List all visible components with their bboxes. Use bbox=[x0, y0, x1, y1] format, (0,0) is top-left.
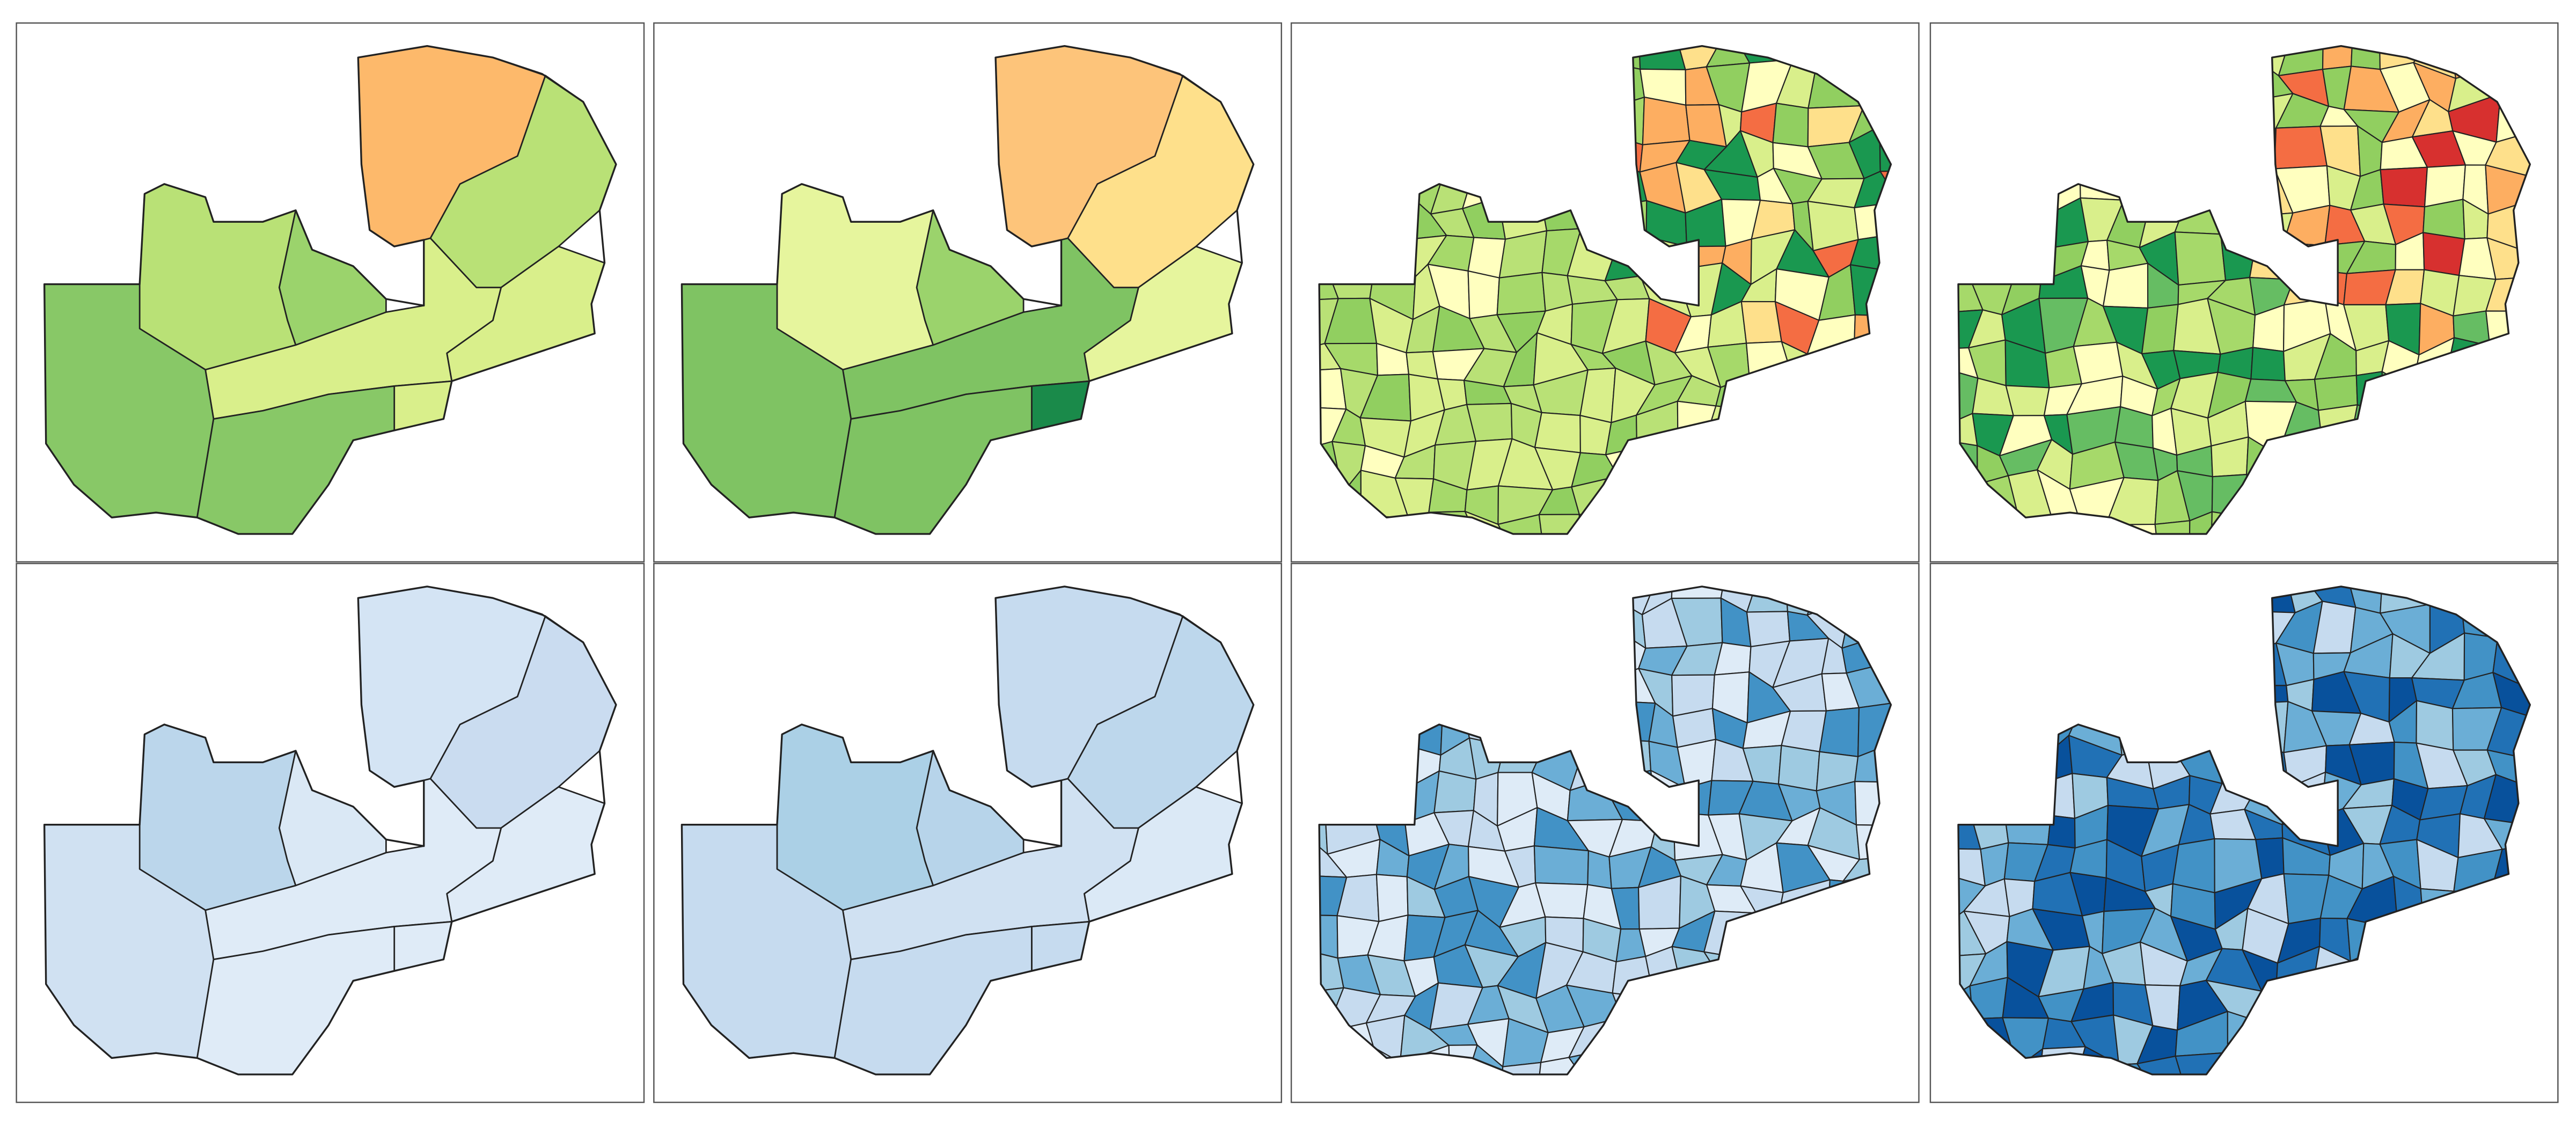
district bbox=[2556, 1088, 2576, 1127]
map-panel bbox=[43, 586, 617, 1075]
district bbox=[2568, 568, 2576, 608]
district bbox=[1740, 301, 1782, 344]
district bbox=[2005, 385, 2050, 416]
district bbox=[2423, 232, 2465, 276]
district bbox=[2492, 672, 2530, 720]
country-outline bbox=[680, 586, 1255, 1075]
district bbox=[1341, 1101, 1374, 1125]
district bbox=[1375, 874, 1409, 923]
district bbox=[2571, 405, 2576, 443]
district bbox=[1587, 850, 1612, 889]
district bbox=[2559, 606, 2576, 639]
district bbox=[2102, 262, 2149, 309]
district bbox=[1777, 744, 1820, 792]
district bbox=[2557, 989, 2576, 1026]
district bbox=[1772, 103, 1809, 148]
district bbox=[2274, 126, 2328, 170]
district bbox=[1433, 770, 1477, 814]
country-outline bbox=[1957, 586, 2531, 1075]
district bbox=[1467, 270, 1500, 319]
district bbox=[2563, 1018, 2576, 1066]
district bbox=[2558, 743, 2576, 782]
country-outline bbox=[43, 586, 617, 1075]
district bbox=[1846, 664, 1891, 708]
district bbox=[1534, 412, 1581, 453]
country-outline bbox=[43, 45, 617, 535]
district bbox=[2556, 1046, 2576, 1097]
district bbox=[2558, 229, 2576, 282]
district bbox=[2314, 375, 2358, 411]
district bbox=[2561, 515, 2576, 561]
country-outline bbox=[680, 45, 1255, 535]
district bbox=[1612, 1100, 1646, 1127]
district bbox=[1819, 707, 1860, 757]
district bbox=[1396, 1100, 1450, 1127]
district bbox=[2561, 548, 2576, 590]
district bbox=[1501, 1062, 1542, 1075]
district bbox=[2141, 304, 2179, 355]
district bbox=[1496, 272, 1546, 316]
map-panel bbox=[43, 45, 617, 535]
district bbox=[2556, 882, 2576, 920]
district bbox=[2557, 70, 2576, 111]
district bbox=[2557, 942, 2576, 999]
district bbox=[2416, 700, 2454, 751]
district bbox=[2174, 231, 2227, 286]
district bbox=[2562, 138, 2576, 172]
district bbox=[1642, 97, 1690, 145]
district bbox=[2250, 347, 2286, 382]
country-outline bbox=[1318, 586, 1892, 1075]
district bbox=[2558, 635, 2576, 682]
district bbox=[2154, 520, 2191, 534]
district bbox=[2136, 1055, 2186, 1075]
district bbox=[1497, 514, 1545, 534]
map-panel bbox=[680, 586, 1255, 1075]
district bbox=[1533, 845, 1589, 885]
district bbox=[2557, 94, 2576, 142]
district bbox=[1359, 1100, 1408, 1127]
district bbox=[1879, 126, 1891, 172]
country-outline bbox=[1957, 45, 2531, 535]
district bbox=[2558, 915, 2576, 947]
district bbox=[2380, 166, 2428, 208]
district bbox=[2564, 25, 2576, 70]
country-outline bbox=[1318, 45, 1892, 535]
district bbox=[2189, 511, 2213, 534]
district bbox=[2558, 264, 2576, 307]
district bbox=[1538, 514, 1580, 534]
map-panel bbox=[680, 45, 1255, 535]
